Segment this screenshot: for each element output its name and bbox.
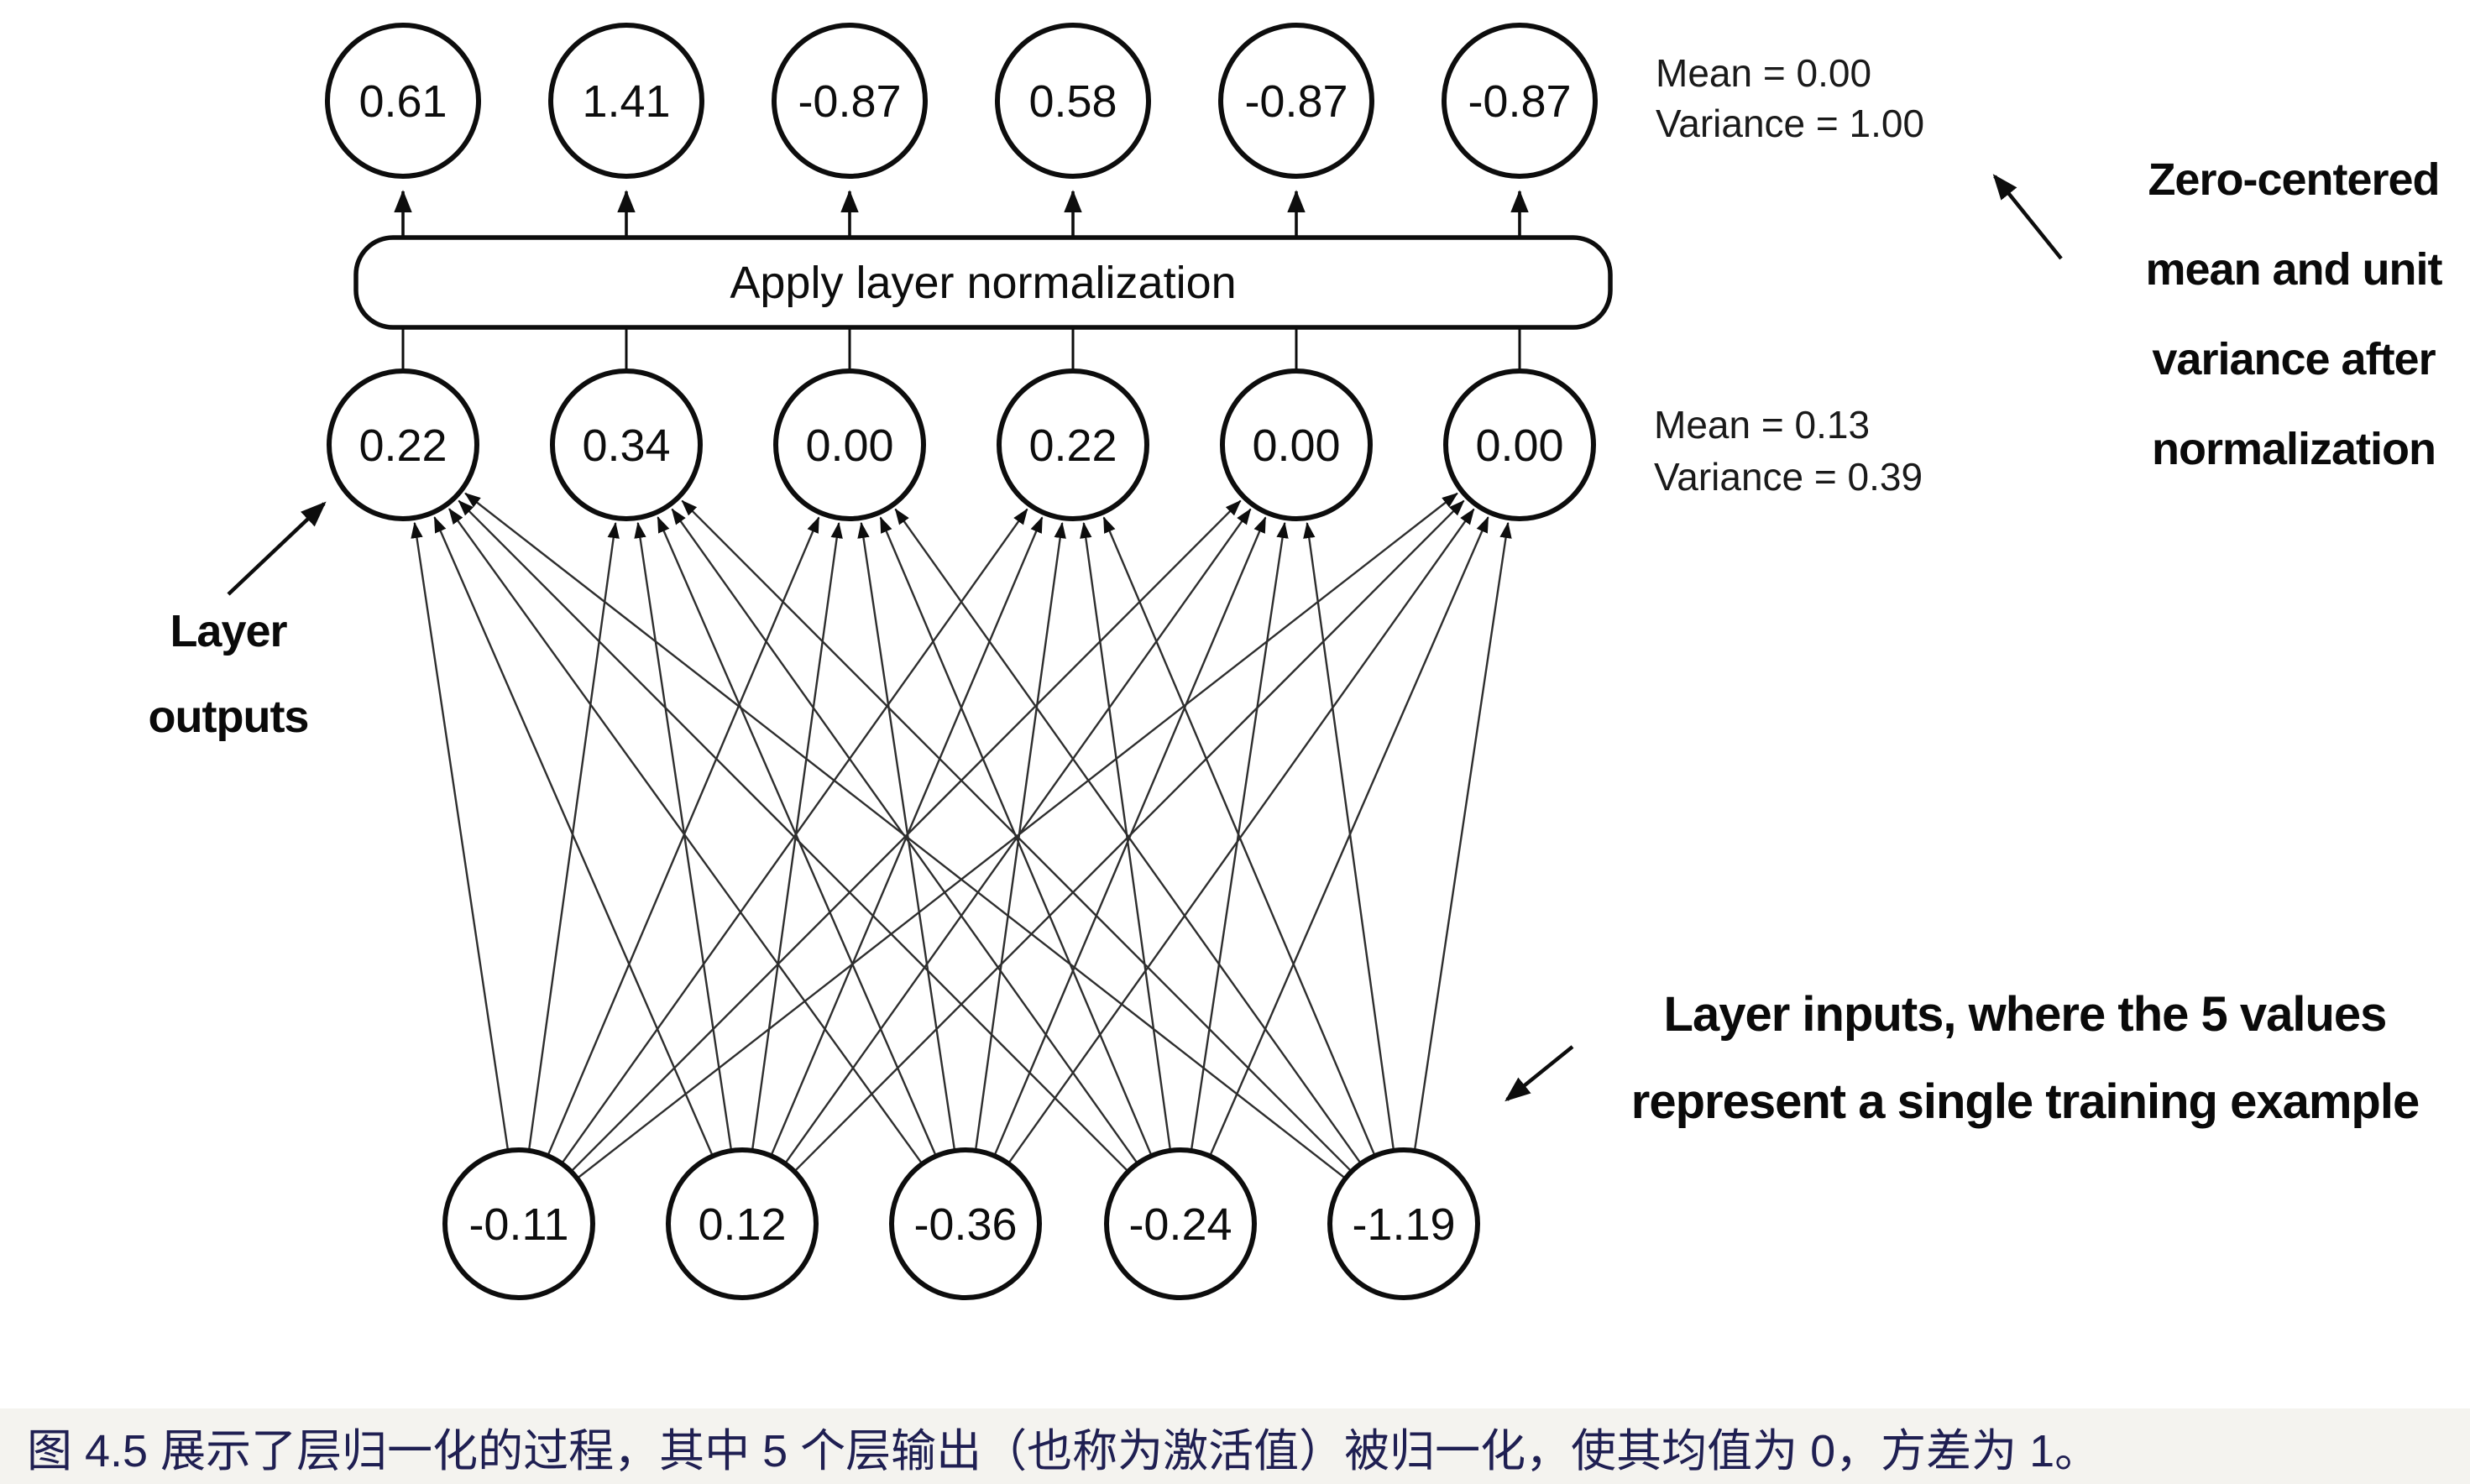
layer-input-node-5: -1.19	[1327, 1147, 1480, 1300]
normalized-output-node-6: -0.87	[1442, 23, 1598, 179]
layer-outputs-annotation: Layer outputs	[149, 501, 327, 742]
layer-input-node-circle	[1327, 1147, 1480, 1300]
layer-input-node-value: -1.19	[1352, 1199, 1455, 1250]
edge-input3-to-output3	[857, 521, 955, 1150]
mean-before-label: Mean = 0.13	[1654, 403, 1870, 447]
edge-input5-to-output1	[464, 492, 1345, 1178]
layer-output-node-value: 0.00	[1475, 421, 1563, 471]
normalized-output-node-circle	[1218, 23, 1374, 179]
layer-input-nodes: -0.11 0.12 -0.36 -0.24 -1.19	[442, 1147, 1480, 1300]
layer-input-node-value: -0.11	[468, 1199, 568, 1250]
layer-output-node-5: 0.00	[1220, 368, 1373, 521]
box-to-normalized-arrows	[394, 190, 1529, 238]
figure-caption-text: 图 4.5 展示了层归一化的过程，其中 5 个层输出（也称为激活值）被归一化，使…	[27, 1425, 2101, 1476]
layer-input-node-value: 0.12	[698, 1199, 786, 1250]
layer-inputs-line-1: Layer inputs, where the 5 values	[1664, 987, 2387, 1042]
layer-output-node-circle	[550, 368, 703, 521]
normalization-box-label: Apply layer normalization	[730, 258, 1236, 308]
zero-centered-annotation: Zero-centered mean and unit variance aft…	[1992, 154, 2444, 474]
edge-input2-to-output1	[433, 516, 714, 1155]
layer-output-node-value: 0.22	[1028, 421, 1117, 471]
input-output-edges	[411, 492, 1512, 1178]
layer-output-node-circle	[997, 368, 1149, 521]
edge-input5-to-output2	[681, 499, 1352, 1172]
normalized-output-node-3: -0.87	[772, 23, 928, 179]
zero-centered-arrow	[1992, 174, 2063, 260]
layer-output-nodes: 0.22 0.34 0.00 0.22 0.00 0.00	[327, 368, 1596, 521]
layer-output-node-value: 0.00	[1252, 421, 1340, 471]
normalized-output-node-value: 1.41	[582, 76, 670, 127]
output-to-box-lines	[401, 327, 1521, 371]
zero-centered-line-3: variance after	[2152, 334, 2436, 384]
variance-before-label: Variance = 0.39	[1654, 455, 1923, 499]
normalization-box-shape	[353, 235, 1613, 330]
edge-input5-to-output5	[1303, 521, 1395, 1150]
normalized-output-node-circle	[772, 23, 928, 179]
normalized-output-node-value: -0.87	[798, 76, 901, 127]
layer-input-node-circle	[1104, 1147, 1257, 1300]
layer-outputs-line-1: Layer	[170, 606, 287, 656]
zero-centered-line-1: Zero-centered	[2148, 154, 2439, 205]
layer-output-node-circle	[327, 368, 479, 521]
edge-input5-to-output6	[1414, 521, 1512, 1150]
layer-input-node-4: -0.24	[1104, 1147, 1257, 1300]
layer-output-node-1: 0.22	[327, 368, 479, 521]
zero-centered-line-2: mean and unit	[2145, 244, 2442, 295]
layer-input-node-circle	[889, 1147, 1042, 1300]
edge-input3-to-output2	[657, 516, 937, 1155]
normalized-output-nodes: 0.61 1.41 -0.87 0.58 -0.87 -0.87	[325, 23, 1598, 179]
edge-input5-to-output3	[894, 508, 1361, 1163]
variance-after-label: Variance = 1.00	[1656, 102, 1924, 145]
layer-output-node-circle	[1443, 368, 1596, 521]
layer-output-node-value: 0.22	[358, 421, 447, 471]
stats-before-normalization: Mean = 0.13 Variance = 0.39	[1654, 403, 1923, 499]
edge-input1-to-output1	[411, 521, 509, 1150]
apply-layer-normalization-box: Apply layer normalization	[353, 235, 1613, 330]
normalized-output-node-circle	[1442, 23, 1598, 179]
layer-norm-diagram: Apply layer normalization 0.61 1.41 -0.87 0…	[149, 23, 2444, 1300]
layer-input-node-2: 0.12	[666, 1147, 819, 1300]
layer-output-node-3: 0.00	[773, 368, 926, 521]
normalized-output-node-circle	[325, 23, 481, 179]
layer-input-node-value: -0.36	[913, 1199, 1017, 1250]
layer-output-node-value: 0.34	[582, 421, 670, 471]
layer-output-node-4: 0.22	[997, 368, 1149, 521]
normalized-output-node-4: 0.58	[995, 23, 1151, 179]
edge-input3-to-output1	[448, 508, 923, 1163]
layer-input-node-circle	[442, 1147, 595, 1300]
normalized-output-node-circle	[548, 23, 704, 179]
normalized-output-node-1: 0.61	[325, 23, 481, 179]
layer-input-node-value: -0.24	[1128, 1199, 1232, 1250]
stats-after-normalization: Mean = 0.00 Variance = 1.00	[1656, 51, 1924, 145]
edge-input3-to-output5	[994, 516, 1267, 1155]
edge-input3-to-output4	[975, 521, 1066, 1150]
zero-centered-line-4: normalization	[2152, 424, 2436, 474]
layer-output-node-circle	[773, 368, 926, 521]
normalized-output-node-value: -0.87	[1468, 76, 1571, 127]
normalized-output-node-value: -0.87	[1244, 76, 1348, 127]
edge-input5-to-output4	[1102, 516, 1375, 1155]
layer-input-node-1: -0.11	[442, 1147, 595, 1300]
layer-inputs-annotation: Layer inputs, where the 5 values represe…	[1505, 987, 2420, 1129]
layer-input-node-circle	[666, 1147, 819, 1300]
layer-output-node-6: 0.00	[1443, 368, 1596, 521]
layer-output-node-2: 0.34	[550, 368, 703, 521]
edge-input3-to-output6	[1008, 508, 1475, 1163]
normalized-output-node-2: 1.41	[548, 23, 704, 179]
layer-inputs-arrow	[1505, 1045, 1574, 1102]
figure-caption-bar: 图 4.5 展示了层归一化的过程，其中 5 个层输出（也称为激活值）被归一化，使…	[0, 1408, 2470, 1484]
normalized-output-node-value: 0.58	[1028, 76, 1117, 127]
layer-output-node-circle	[1220, 368, 1373, 521]
normalized-output-node-5: -0.87	[1218, 23, 1374, 179]
layer-output-node-value: 0.00	[805, 421, 893, 471]
layer-input-node-3: -0.36	[889, 1147, 1042, 1300]
edge-input4-to-output1	[458, 499, 1128, 1172]
layer-inputs-line-2: represent a single training example	[1631, 1074, 2419, 1129]
normalized-output-node-value: 0.61	[358, 76, 447, 127]
mean-after-label: Mean = 0.00	[1656, 51, 1871, 95]
normalized-output-node-circle	[995, 23, 1151, 179]
layer-outputs-arrow	[227, 501, 327, 596]
layer-outputs-line-2: outputs	[149, 692, 309, 742]
